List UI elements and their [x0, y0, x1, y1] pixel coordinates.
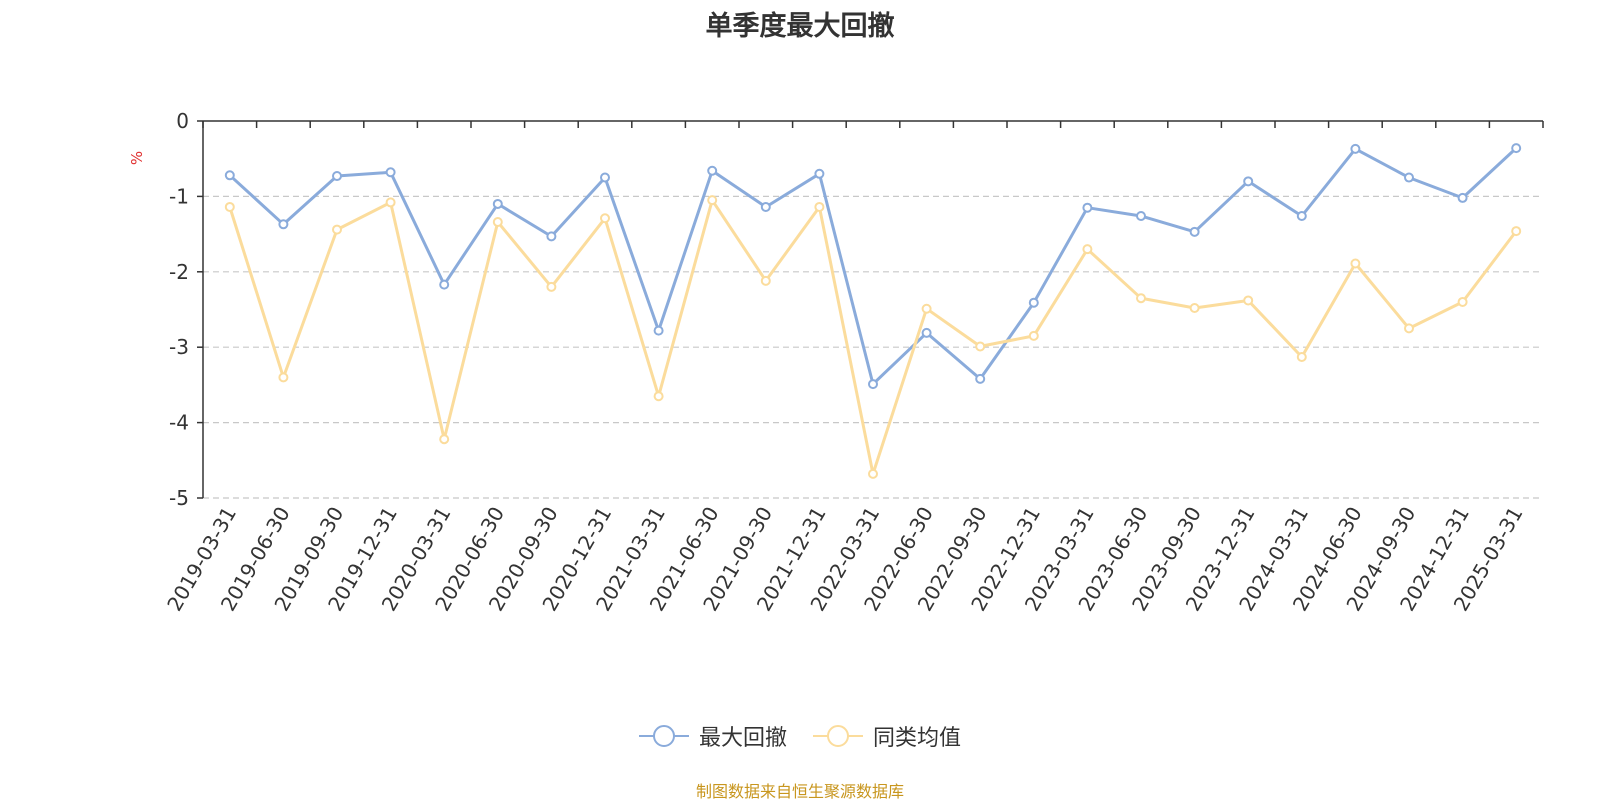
- data-point: [1243, 176, 1254, 187]
- data-point: [1350, 143, 1361, 154]
- data-point: [1511, 143, 1522, 154]
- data-point: [385, 167, 396, 178]
- data-point: [439, 434, 450, 445]
- y-tick-label: -5: [169, 486, 189, 510]
- data-point: [1350, 258, 1361, 269]
- data-point: [1511, 226, 1522, 237]
- y-tick-label: -1: [169, 184, 189, 208]
- data-point: [1404, 323, 1414, 334]
- data-point: [1296, 211, 1307, 222]
- series-lines: [224, 143, 1522, 479]
- legend-label: 同类均值: [873, 726, 962, 751]
- data-point: [439, 279, 450, 290]
- data-point: [1136, 293, 1146, 304]
- data-point: [1136, 211, 1146, 222]
- data-point: [868, 468, 878, 479]
- data-point: [1457, 296, 1468, 307]
- data-point: [600, 213, 610, 224]
- legend: 最大回撤 同类均值: [0, 720, 1600, 752]
- legend-label: 最大回撤: [698, 726, 787, 751]
- data-point: [1404, 172, 1414, 183]
- y-tick-label: -2: [169, 260, 189, 284]
- legend-marker-icon: [638, 725, 689, 747]
- legend-item-peer-average[interactable]: 同类均值: [813, 720, 961, 752]
- legend-marker-icon: [813, 725, 863, 747]
- data-point: [921, 327, 932, 338]
- data-point: [653, 325, 664, 336]
- data-point: [332, 224, 342, 235]
- data-point: [1028, 330, 1039, 341]
- data-point: [814, 168, 825, 179]
- data-point: [707, 195, 718, 206]
- data-point: [1189, 302, 1200, 313]
- data-point: [814, 201, 825, 212]
- data-point: [600, 172, 610, 183]
- axes: 0-1-2-3-4-52019-03-312019-06-302019-09-3…: [162, 109, 1544, 615]
- data-point: [224, 170, 235, 181]
- data-point: [975, 341, 986, 352]
- y-tick-label: 0: [176, 109, 189, 133]
- data-point: [546, 281, 557, 292]
- data-point: [224, 201, 235, 212]
- data-point: [653, 391, 664, 402]
- data-point: [760, 275, 771, 286]
- data-point: [975, 373, 986, 384]
- data-point: [278, 219, 289, 230]
- data-point: [1028, 297, 1039, 308]
- source-note: 制图数据来自恒生聚源数据库: [695, 782, 904, 801]
- gridlines: [203, 195, 1543, 499]
- y-axis-label: %: [128, 151, 146, 165]
- data-point: [492, 217, 503, 228]
- data-point: [492, 198, 503, 209]
- data-point: [1296, 352, 1307, 363]
- data-point: [1457, 192, 1468, 203]
- data-point: [332, 171, 342, 182]
- chart-title: 单季度最大回撤: [705, 11, 895, 42]
- data-point: [868, 379, 878, 390]
- data-point: [921, 303, 932, 314]
- data-point: [1082, 202, 1093, 213]
- data-point: [707, 165, 718, 176]
- data-point: [1082, 244, 1093, 255]
- data-point: [1189, 226, 1200, 237]
- y-tick-label: -3: [169, 335, 189, 359]
- data-point: [546, 231, 557, 242]
- data-point: [278, 372, 289, 383]
- data-point: [385, 197, 396, 208]
- data-point: [760, 201, 771, 212]
- data-point: [1243, 295, 1254, 306]
- legend-item-max-drawdown[interactable]: 最大回撤: [638, 720, 787, 752]
- y-tick-label: -4: [169, 411, 189, 435]
